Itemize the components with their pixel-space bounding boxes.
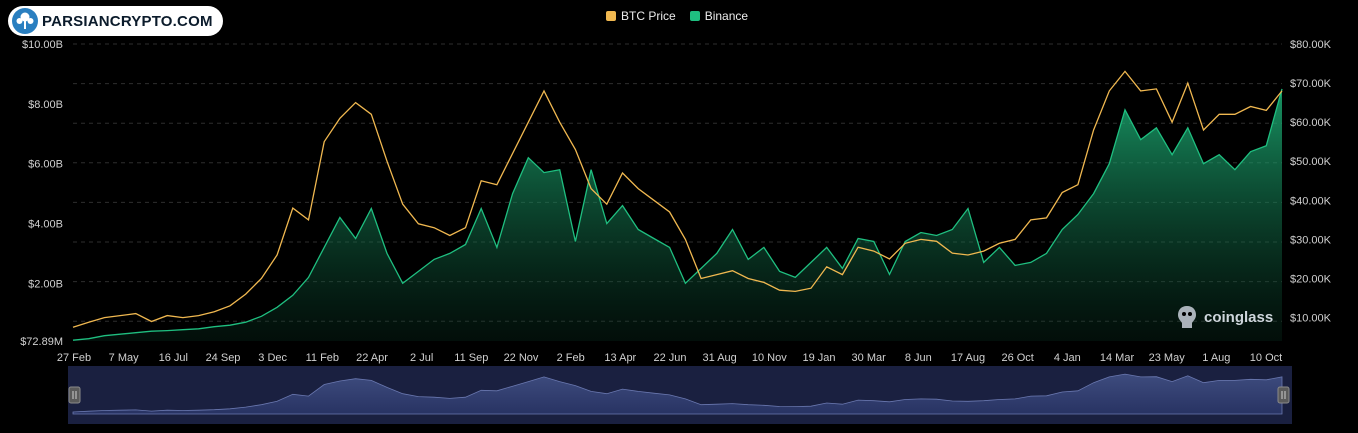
x-tick-label: 10 Nov	[752, 352, 787, 364]
brand-logo: PARSIANCRYPTO.COM	[8, 6, 223, 36]
y-right-tick-label: $40.00K	[1290, 195, 1332, 207]
x-tick-label: 22 Apr	[356, 352, 388, 364]
x-tick-label: 22 Jun	[653, 352, 686, 364]
x-tick-label: 23 May	[1149, 352, 1186, 364]
y-left-tick-label: $2.00B	[28, 278, 63, 290]
range-navigator[interactable]	[68, 366, 1292, 424]
x-tick-label: 1 Aug	[1202, 352, 1230, 364]
x-tick-label: 2 Jul	[410, 352, 433, 364]
x-tick-label: 27 Feb	[57, 352, 91, 364]
y-right-tick-label: $50.00K	[1290, 156, 1332, 168]
coinglass-watermark: coinglass	[1176, 305, 1273, 329]
legend-item-binance[interactable]: Binance	[689, 9, 749, 23]
x-tick-label: 22 Nov	[504, 352, 539, 364]
y-right-tick-label: $30.00K	[1290, 234, 1332, 246]
y-left-tick-label: $10.00B	[22, 39, 63, 51]
y-right-tick-label: $80.00K	[1290, 39, 1332, 51]
x-axis-ticks: 27 Feb 7 May 16 Jul 24 Sep 3 Dec 11 Feb 22 Apr…	[57, 352, 1282, 364]
x-tick-label: 7 May	[109, 352, 139, 364]
btc-price-line	[72, 70, 1283, 328]
y-right-tick-label: $70.00K	[1290, 78, 1332, 90]
binance-swatch	[689, 11, 700, 21]
x-tick-label: 11 Sep	[454, 352, 488, 364]
y-right-tick-label: $10.00K	[1290, 313, 1332, 325]
navigator-left-handle[interactable]	[68, 386, 81, 404]
navigator-area	[72, 373, 1283, 415]
y-left-tick-label: $4.00B	[28, 219, 63, 231]
binance-line	[72, 88, 1283, 341]
x-tick-label: 3 Dec	[258, 352, 287, 364]
navigator-right-handle[interactable]	[1277, 386, 1290, 404]
legend: BTC Price Binance	[606, 9, 748, 23]
x-tick-label: 31 Aug	[703, 352, 737, 364]
x-tick-label: 13 Apr	[604, 352, 636, 364]
binance-area	[73, 88, 1282, 342]
coinglass-name: coinglass	[1204, 308, 1274, 326]
legend-item-btc-price[interactable]: BTC Price	[606, 9, 676, 23]
brand-tree-icon	[12, 8, 38, 34]
btc-price-series-layer	[72, 70, 1283, 328]
left-axis-ticks: $72.89M $2.00B $4.00B $6.00B $8.00B $10.00B	[20, 39, 63, 348]
x-tick-label: 17 Aug	[951, 352, 985, 364]
legend-label-binance: Binance	[704, 9, 749, 23]
brand-name: PARSIANCRYPTO.COM	[42, 12, 213, 30]
x-tick-label: 16 Jul	[159, 352, 188, 364]
x-tick-label: 8 Jun	[905, 352, 932, 364]
x-tick-label: 19 Jan	[802, 352, 835, 364]
y-left-tick-label: $72.89M	[20, 336, 63, 348]
x-tick-label: 14 Mar	[1100, 352, 1135, 364]
x-tick-label: 24 Sep	[206, 352, 241, 364]
x-tick-label: 10 Oct	[1250, 352, 1282, 364]
x-tick-label: 30 Mar	[852, 352, 887, 364]
legend-label-btc-price: BTC Price	[621, 9, 676, 23]
x-tick-label: 2 Feb	[557, 352, 585, 364]
x-tick-label: 4 Jan	[1054, 352, 1081, 364]
y-right-tick-label: $60.00K	[1290, 117, 1332, 129]
y-right-tick-label: $20.00K	[1290, 273, 1332, 285]
coinglass-logo-icon	[1178, 306, 1196, 328]
binance-series-layer	[72, 88, 1283, 342]
right-axis-ticks: $10.00K $20.00K $30.00K $40.00K $50.00K $60.0…	[1290, 39, 1332, 325]
y-left-tick-label: $6.00B	[28, 159, 63, 171]
btc-price-swatch	[606, 11, 616, 21]
x-tick-label: 26 Oct	[1001, 352, 1033, 364]
x-tick-label: 11 Feb	[306, 352, 339, 364]
y-left-tick-label: $8.00B	[28, 99, 63, 111]
